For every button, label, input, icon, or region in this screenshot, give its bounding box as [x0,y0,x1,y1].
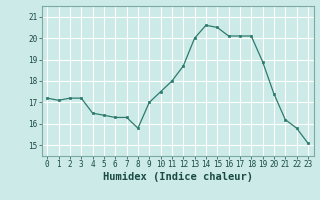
X-axis label: Humidex (Indice chaleur): Humidex (Indice chaleur) [103,172,252,182]
